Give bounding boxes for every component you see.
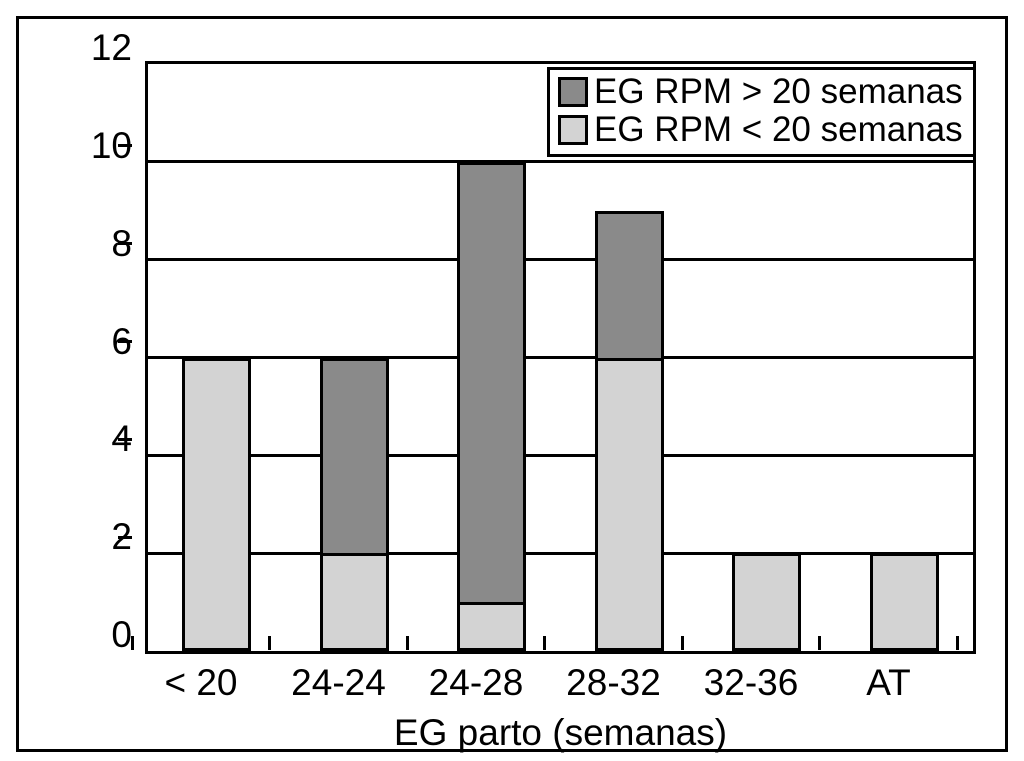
x-tick-label-3: 24-28 [428,662,524,703]
bar-6-segment-1 [869,553,939,651]
bar-3-segment-2 [457,161,527,603]
gridline-y8 [148,258,973,262]
bar-2-segment-2 [319,357,389,554]
y-tick-4 [118,437,132,441]
x-tick-3 [543,636,546,650]
x-tick-label-1: < 20 [164,662,238,703]
legend-label-1: EG RPM > 20 semanas [594,72,963,111]
y-tick-label-8: 8 [111,222,132,264]
bar-4-segment-2 [594,210,664,358]
y-tick-label-12: 12 [90,27,132,68]
x-tick-6 [955,636,959,650]
legend-label-2: EG RPM < 20 semanas [594,110,963,149]
y-tick-label-10: 10 [90,124,132,166]
figure-outer-frame: 0 2 4 6 8 10 12 < 20 24-24 24-28 28-32 32-36 AT EG … [16,16,1008,753]
bar-5-segment-1 [732,553,802,651]
y-tick-10 [118,144,132,148]
legend: EG RPM > 20 semanas EG RPM < 20 semanas [547,67,976,157]
x-tick-label-2: 24-24 [291,662,386,703]
y-tick-label-2: 2 [111,516,132,558]
bar-4-segment-1 [594,357,664,651]
x-tick-label-5: 32-36 [703,662,799,703]
y-tick-label-0: 0 [111,614,132,655]
plot-inner [148,64,973,651]
y-tick-label-6: 6 [111,320,132,362]
gridline-y10 [148,160,973,164]
y-tick-8 [118,242,132,246]
x-tick-label-6: AT [866,662,911,703]
x-tick-4 [680,636,684,650]
legend-swatch-1 [558,77,588,107]
gridline-y2 [148,551,973,555]
y-tick-label-4: 4 [111,418,132,460]
x-tick-label-4: 28-32 [566,662,661,703]
x-tick-0 [130,636,134,650]
bar-2-segment-1 [319,553,389,651]
legend-entry-2: EG RPM < 20 semanas [558,111,963,149]
bar-3-segment-1 [457,602,527,651]
x-tick-5 [818,636,821,650]
plot-area [145,61,976,654]
x-tick-2 [405,636,409,650]
y-tick-6 [118,340,132,343]
legend-swatch-2 [558,115,588,145]
bar-1-segment-1 [182,357,252,651]
y-tick-2 [118,535,132,539]
x-tick-1 [268,636,271,650]
gridline-y6 [148,356,973,359]
x-axis-title: EG parto (semanas) [393,712,728,753]
legend-entry-1: EG RPM > 20 semanas [558,73,963,111]
gridline-y4 [148,453,973,457]
